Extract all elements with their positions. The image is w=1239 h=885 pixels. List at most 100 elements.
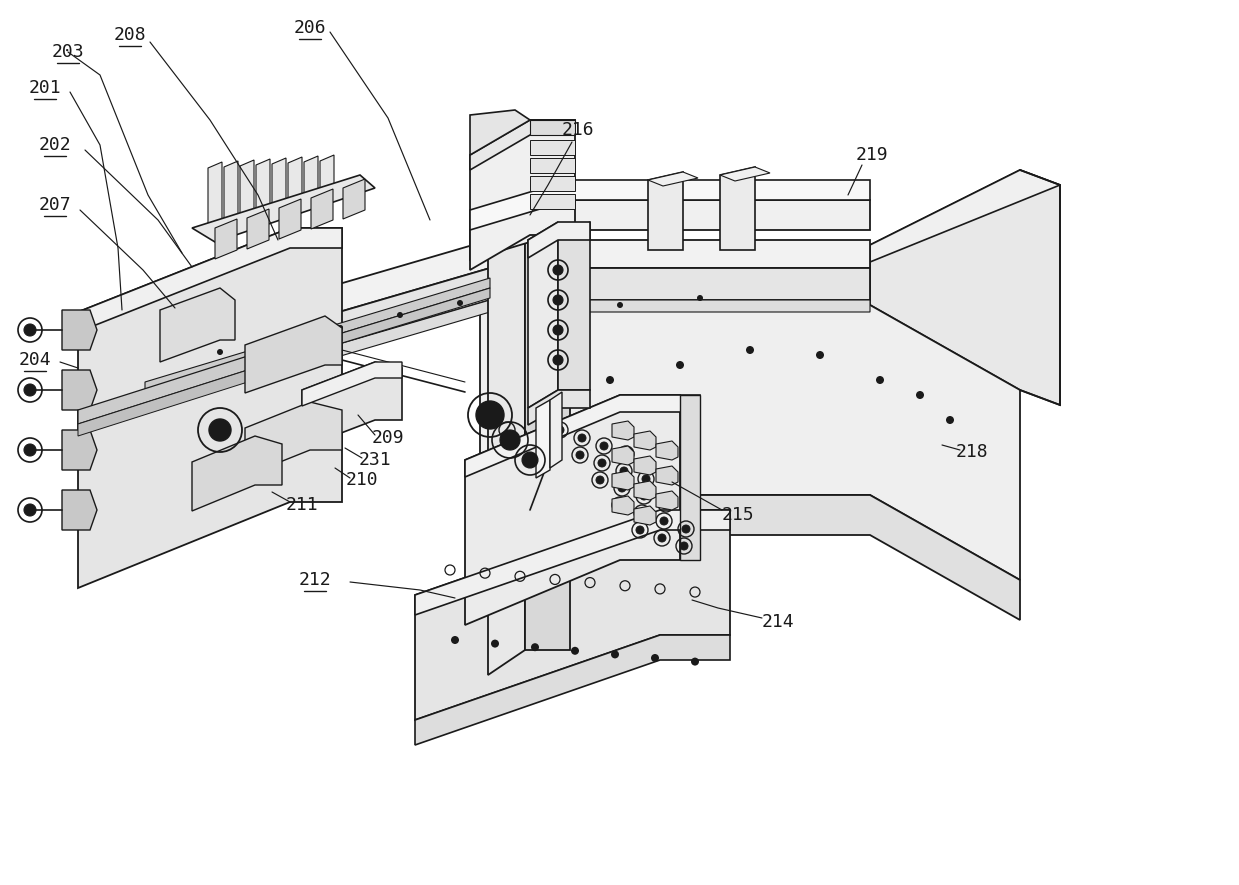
- Circle shape: [396, 312, 403, 318]
- Circle shape: [916, 391, 924, 399]
- Polygon shape: [311, 189, 333, 229]
- Circle shape: [491, 640, 499, 648]
- Polygon shape: [470, 120, 575, 170]
- Polygon shape: [192, 436, 282, 511]
- Bar: [530, 140, 575, 155]
- Circle shape: [681, 525, 690, 533]
- Text: 203: 203: [52, 43, 84, 61]
- Bar: [530, 194, 575, 209]
- Polygon shape: [208, 162, 222, 228]
- Text: 215: 215: [721, 506, 755, 524]
- Text: 212: 212: [299, 571, 331, 589]
- Polygon shape: [488, 210, 570, 250]
- Circle shape: [553, 265, 563, 275]
- Polygon shape: [648, 172, 698, 186]
- Circle shape: [638, 509, 646, 517]
- Circle shape: [532, 643, 539, 651]
- Circle shape: [278, 337, 282, 343]
- Text: 202: 202: [38, 136, 72, 154]
- Polygon shape: [634, 431, 655, 450]
- Polygon shape: [130, 240, 870, 373]
- Circle shape: [642, 475, 650, 483]
- Text: 209: 209: [372, 429, 404, 447]
- Text: 231: 231: [358, 451, 392, 469]
- Circle shape: [598, 459, 606, 467]
- Polygon shape: [465, 395, 700, 477]
- Text: 219: 219: [856, 146, 888, 164]
- Text: 211: 211: [286, 496, 318, 514]
- Polygon shape: [550, 392, 563, 468]
- Polygon shape: [525, 210, 570, 650]
- Circle shape: [217, 349, 223, 355]
- Polygon shape: [256, 159, 270, 213]
- Circle shape: [451, 636, 458, 644]
- Circle shape: [476, 401, 504, 429]
- Polygon shape: [192, 175, 375, 242]
- Polygon shape: [145, 288, 489, 403]
- Polygon shape: [720, 167, 755, 250]
- Circle shape: [571, 647, 579, 655]
- Circle shape: [24, 444, 36, 456]
- Text: 214: 214: [762, 613, 794, 631]
- Polygon shape: [160, 288, 235, 362]
- Text: 204: 204: [19, 351, 51, 369]
- Polygon shape: [655, 466, 678, 485]
- Polygon shape: [634, 506, 655, 525]
- Circle shape: [209, 419, 230, 441]
- Polygon shape: [488, 210, 525, 675]
- Polygon shape: [612, 496, 634, 515]
- Circle shape: [698, 295, 703, 301]
- Circle shape: [484, 409, 496, 421]
- Polygon shape: [130, 268, 870, 405]
- Circle shape: [553, 325, 563, 335]
- Polygon shape: [320, 155, 335, 193]
- Circle shape: [662, 500, 670, 508]
- Text: 208: 208: [114, 26, 146, 44]
- Circle shape: [876, 376, 883, 384]
- Polygon shape: [145, 278, 489, 393]
- Polygon shape: [245, 316, 342, 393]
- Polygon shape: [62, 310, 97, 350]
- Polygon shape: [530, 120, 575, 135]
- Polygon shape: [470, 180, 870, 230]
- Circle shape: [24, 324, 36, 336]
- Polygon shape: [78, 326, 342, 424]
- Circle shape: [501, 430, 520, 450]
- Polygon shape: [612, 421, 634, 440]
- Circle shape: [658, 534, 667, 542]
- Circle shape: [947, 416, 954, 424]
- Polygon shape: [528, 222, 558, 408]
- Circle shape: [546, 307, 553, 313]
- Circle shape: [522, 452, 538, 468]
- Polygon shape: [870, 170, 1061, 262]
- Circle shape: [676, 361, 684, 369]
- Text: 218: 218: [955, 443, 989, 461]
- Polygon shape: [720, 167, 769, 181]
- Polygon shape: [415, 635, 730, 745]
- Circle shape: [596, 476, 603, 484]
- Circle shape: [337, 325, 343, 331]
- Polygon shape: [655, 441, 678, 460]
- Polygon shape: [634, 481, 655, 500]
- Polygon shape: [680, 395, 700, 560]
- Polygon shape: [479, 305, 1020, 580]
- Circle shape: [24, 384, 36, 396]
- Circle shape: [216, 426, 224, 434]
- Circle shape: [650, 654, 659, 662]
- Polygon shape: [528, 390, 590, 425]
- Polygon shape: [279, 199, 301, 239]
- Polygon shape: [655, 491, 678, 510]
- Circle shape: [660, 517, 668, 525]
- Circle shape: [691, 658, 699, 666]
- Polygon shape: [78, 228, 342, 588]
- Polygon shape: [216, 219, 237, 259]
- Polygon shape: [245, 402, 342, 476]
- Polygon shape: [558, 222, 590, 390]
- Polygon shape: [470, 110, 530, 155]
- Polygon shape: [273, 158, 286, 208]
- Circle shape: [24, 504, 36, 516]
- Polygon shape: [130, 300, 870, 418]
- Polygon shape: [612, 471, 634, 490]
- Polygon shape: [302, 362, 401, 406]
- Circle shape: [611, 650, 620, 658]
